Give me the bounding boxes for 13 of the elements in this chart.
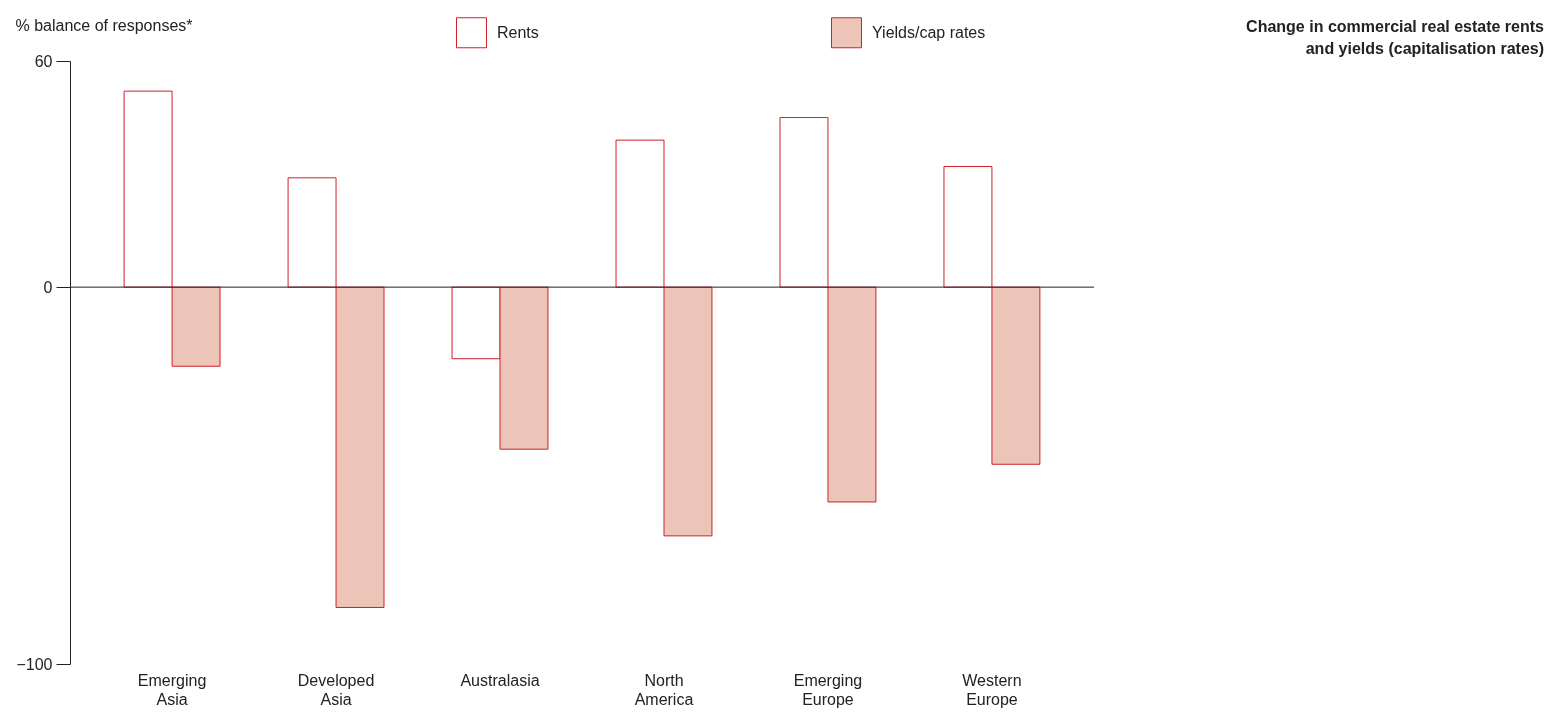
text: Change in commercial real estate rents and yields (capitalisation rates): [1246, 18, 1545, 57]
x-tick-label: North America: [634, 671, 694, 708]
legend-label: Yields/cap rates: [872, 23, 986, 41]
y-tick-label: −100: [16, 655, 53, 673]
x-tick-label: Emerging Europe: [793, 671, 863, 708]
x-tick-label: Emerging Asia: [137, 671, 207, 708]
y-axis-title: % balance of responses*: [15, 16, 193, 34]
legend-label: Rents: [497, 23, 539, 41]
y-tick-label: 0: [43, 278, 53, 296]
x-tick-label: Developed Asia: [297, 671, 375, 708]
x-tick-label: Australasia: [460, 671, 540, 689]
x-tick-label: Western Europe: [962, 671, 1022, 708]
y-tick-label: 60: [34, 52, 53, 70]
